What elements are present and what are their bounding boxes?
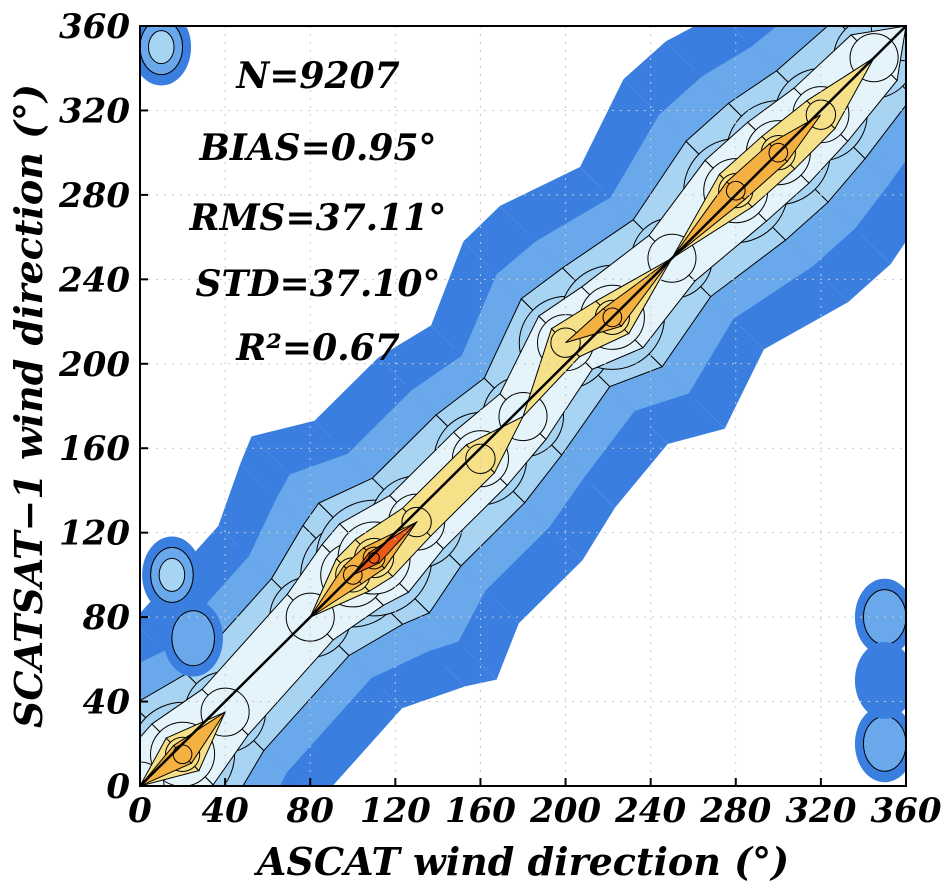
density-blob <box>148 30 175 65</box>
y-tick-label: 360 <box>59 7 130 47</box>
plot-frame <box>139 25 907 787</box>
y-tick-label: 200 <box>58 345 130 385</box>
stat-annotation: RMS=37.11° <box>189 197 447 239</box>
x-tick-label: 360 <box>871 791 942 831</box>
y-tick-label: 0 <box>106 767 130 807</box>
y-tick-label: 240 <box>58 260 130 300</box>
y-axis-label: SCATSAT−1 wind direction (°) <box>6 84 51 728</box>
x-tick-label: 160 <box>445 791 516 831</box>
stat-annotation: N=9207 <box>235 55 399 97</box>
stat-annotation: STD=37.10° <box>196 263 441 305</box>
x-tick-label: 320 <box>785 791 856 831</box>
x-tick-label: 0 <box>128 791 152 831</box>
density-blob <box>158 557 186 592</box>
stat-annotation: R²=0.67 <box>235 327 400 369</box>
x-tick-label: 240 <box>614 791 686 831</box>
x-tick-label: 120 <box>360 791 431 831</box>
x-axis-label: ASCAT wind direction (°) <box>254 839 789 884</box>
y-tick-label: 320 <box>59 91 130 131</box>
one-to-one-line <box>140 26 906 786</box>
x-tick-label: 200 <box>529 791 601 831</box>
density-blob <box>854 642 906 719</box>
x-tick-label: 40 <box>201 791 249 831</box>
stat-annotation: BIAS=0.95° <box>198 127 436 169</box>
y-tick-label: 80 <box>82 598 131 638</box>
y-tick-label: 120 <box>59 514 130 554</box>
x-tick-label: 80 <box>286 791 335 831</box>
y-tick-label: 280 <box>58 176 130 216</box>
density-blob <box>862 715 906 772</box>
y-tick-label: 40 <box>83 683 131 723</box>
x-tick-label: 280 <box>699 791 771 831</box>
density-blob <box>171 610 215 667</box>
y-tick-label: 160 <box>59 429 130 469</box>
